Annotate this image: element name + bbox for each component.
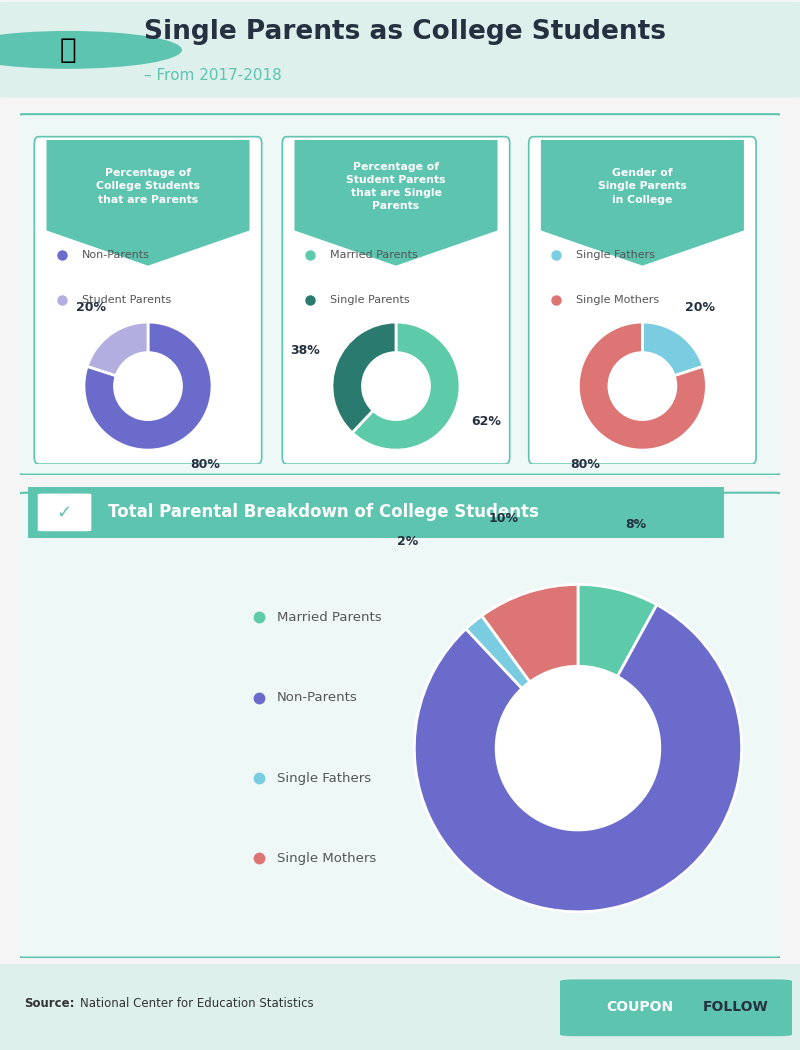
Text: Single Fathers: Single Fathers [577, 250, 655, 260]
Wedge shape [87, 322, 148, 376]
Text: Source:: Source: [24, 998, 74, 1010]
FancyBboxPatch shape [38, 495, 90, 530]
Text: Non-Parents: Non-Parents [82, 250, 150, 260]
FancyBboxPatch shape [14, 486, 738, 539]
Text: 2%: 2% [397, 536, 418, 548]
Wedge shape [414, 605, 742, 911]
Text: Total Parental Breakdown of College Students: Total Parental Breakdown of College Stud… [108, 503, 539, 522]
Text: COUPON: COUPON [606, 1000, 674, 1014]
Ellipse shape [0, 30, 182, 69]
Text: 🎓: 🎓 [60, 36, 76, 64]
Text: ✓: ✓ [57, 503, 72, 522]
FancyBboxPatch shape [16, 492, 784, 958]
FancyBboxPatch shape [0, 2, 800, 98]
Polygon shape [294, 140, 498, 266]
Wedge shape [84, 322, 212, 450]
Wedge shape [642, 322, 703, 376]
Circle shape [362, 353, 430, 420]
FancyBboxPatch shape [16, 114, 784, 475]
Wedge shape [578, 322, 706, 450]
Text: Percentage of
College Students
that are Parents: Percentage of College Students that are … [96, 168, 200, 205]
Text: – From 2017-2018: – From 2017-2018 [144, 68, 282, 83]
Polygon shape [541, 140, 744, 266]
Wedge shape [466, 615, 530, 689]
Wedge shape [482, 585, 578, 681]
Text: Percentage of
Student Parents
that are Single
Parents: Percentage of Student Parents that are S… [346, 162, 446, 211]
Text: 62%: 62% [472, 416, 502, 428]
Text: 10%: 10% [488, 511, 518, 525]
Wedge shape [578, 585, 657, 676]
Text: Single Fathers: Single Fathers [277, 772, 371, 784]
Text: 80%: 80% [570, 459, 600, 471]
FancyBboxPatch shape [560, 980, 792, 1036]
Text: Single Parents: Single Parents [330, 295, 410, 304]
Text: 20%: 20% [685, 300, 714, 314]
Text: Non-Parents: Non-Parents [277, 691, 358, 705]
Text: 80%: 80% [190, 459, 220, 471]
Wedge shape [332, 322, 396, 433]
Text: Student Parents: Student Parents [82, 295, 171, 304]
FancyBboxPatch shape [282, 136, 510, 464]
Text: 38%: 38% [290, 343, 320, 357]
FancyBboxPatch shape [34, 136, 262, 464]
Circle shape [114, 353, 182, 420]
Text: 20%: 20% [76, 300, 106, 314]
Circle shape [609, 353, 676, 420]
Text: 80%: 80% [594, 992, 625, 1006]
Wedge shape [352, 322, 460, 450]
Text: Single Mothers: Single Mothers [277, 852, 376, 865]
Text: FOLLOW: FOLLOW [703, 1000, 769, 1014]
Text: Married Parents: Married Parents [330, 250, 418, 260]
Text: 8%: 8% [625, 519, 646, 531]
FancyBboxPatch shape [0, 964, 800, 1050]
Text: Gender of
Single Parents
in College: Gender of Single Parents in College [598, 168, 686, 205]
Text: National Center for Education Statistics: National Center for Education Statistics [80, 998, 314, 1010]
Text: Single Mothers: Single Mothers [577, 295, 659, 304]
Text: Married Parents: Married Parents [277, 611, 382, 624]
Circle shape [496, 667, 660, 830]
Polygon shape [46, 140, 250, 266]
FancyBboxPatch shape [529, 136, 756, 464]
Text: Single Parents as College Students: Single Parents as College Students [144, 19, 666, 45]
